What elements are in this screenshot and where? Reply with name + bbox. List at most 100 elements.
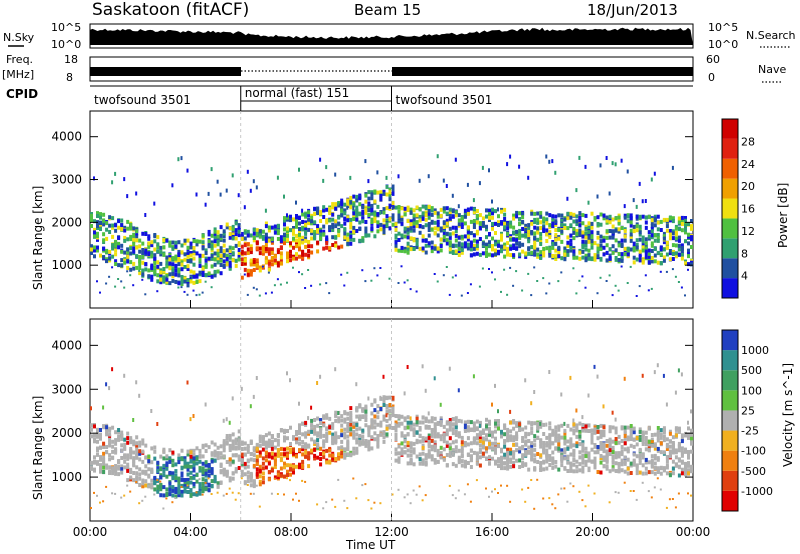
data-cell <box>198 478 201 481</box>
data-cell <box>367 179 370 184</box>
data-cell <box>427 233 431 238</box>
data-cell <box>123 465 127 470</box>
data-cell <box>295 238 298 243</box>
data-cell <box>500 462 503 467</box>
data-cell <box>355 198 359 203</box>
data-cell <box>138 266 142 270</box>
data-cell <box>186 259 190 264</box>
data-cell <box>644 447 648 452</box>
data-cell <box>521 215 525 220</box>
data-cell <box>255 288 258 291</box>
data-cell <box>168 283 171 285</box>
data-cell <box>171 262 175 267</box>
data-cell <box>171 450 175 455</box>
data-cell <box>533 266 536 269</box>
data-cell <box>228 263 232 268</box>
data-cell <box>165 273 169 278</box>
data-cell <box>436 249 440 254</box>
data-cell <box>406 443 410 448</box>
data-cell <box>650 437 654 442</box>
data-cell <box>524 434 528 439</box>
data-cell <box>599 247 603 251</box>
data-cell <box>460 435 464 440</box>
data-cell <box>599 239 603 244</box>
data-cell <box>406 448 410 453</box>
data-cell <box>524 500 527 503</box>
data-cell <box>608 443 612 448</box>
data-cell <box>451 231 455 236</box>
data-cell <box>463 420 467 425</box>
data-cell <box>554 233 558 237</box>
data-cell <box>255 484 258 487</box>
data-cell <box>346 232 350 237</box>
data-cell <box>249 262 253 267</box>
data-cell <box>180 486 183 488</box>
data-cell <box>656 466 660 471</box>
data-cell <box>376 224 380 229</box>
data-cell <box>346 205 349 210</box>
data-cell <box>403 444 407 449</box>
data-cell <box>421 438 425 443</box>
data-cell <box>222 494 225 497</box>
data-cell <box>246 169 249 174</box>
data-cell <box>219 225 223 230</box>
data-cell <box>102 455 106 460</box>
data-cell <box>286 251 289 256</box>
data-cell <box>385 413 388 418</box>
data-cell <box>641 455 645 460</box>
data-cell <box>602 457 606 462</box>
data-cell <box>674 251 678 256</box>
data-cell <box>216 230 220 235</box>
data-cell <box>406 453 410 458</box>
data-cell <box>376 229 380 234</box>
data-cell <box>494 239 497 244</box>
data-cell <box>512 213 516 218</box>
data-cell <box>533 211 537 216</box>
data-cell <box>210 274 214 279</box>
data-cell <box>123 455 127 460</box>
data-cell <box>614 238 618 243</box>
data-cell <box>578 455 582 460</box>
data-cell <box>575 408 578 413</box>
data-cell <box>463 459 467 464</box>
data-cell <box>162 245 166 250</box>
data-cell <box>186 477 190 482</box>
data-cell <box>138 255 142 259</box>
data-cell <box>279 235 283 240</box>
data-cell <box>439 451 443 456</box>
data-cell <box>243 273 246 276</box>
data-cell <box>439 244 443 248</box>
data-cell <box>316 240 320 245</box>
data-cell <box>397 456 401 461</box>
data-cell <box>349 200 353 205</box>
data-cell <box>189 269 193 274</box>
data-cell <box>578 462 582 467</box>
data-cell <box>204 463 208 468</box>
data-cell <box>283 435 286 440</box>
data-cell <box>289 258 292 263</box>
data-cell <box>451 276 454 279</box>
data-cell <box>171 471 175 476</box>
data-cell <box>325 438 329 443</box>
data-cell <box>138 393 141 398</box>
data-cell <box>527 246 531 251</box>
data-cell <box>165 491 169 496</box>
data-cell <box>189 464 193 469</box>
data-cell <box>400 421 404 426</box>
data-cell <box>659 428 663 433</box>
data-cell <box>198 270 202 275</box>
data-cell <box>397 415 401 420</box>
data-cell <box>662 255 666 260</box>
data-cell <box>228 260 232 265</box>
data-cell <box>292 464 295 469</box>
data-cell <box>641 452 645 457</box>
data-cell <box>292 447 295 452</box>
data-cell <box>506 454 510 459</box>
data-cell <box>572 212 576 217</box>
freq-band-1 <box>90 67 241 76</box>
data-cell <box>252 238 256 243</box>
data-cell <box>276 433 280 437</box>
data-cell <box>355 215 359 220</box>
data-cell <box>246 475 250 479</box>
data-cell <box>210 246 214 251</box>
